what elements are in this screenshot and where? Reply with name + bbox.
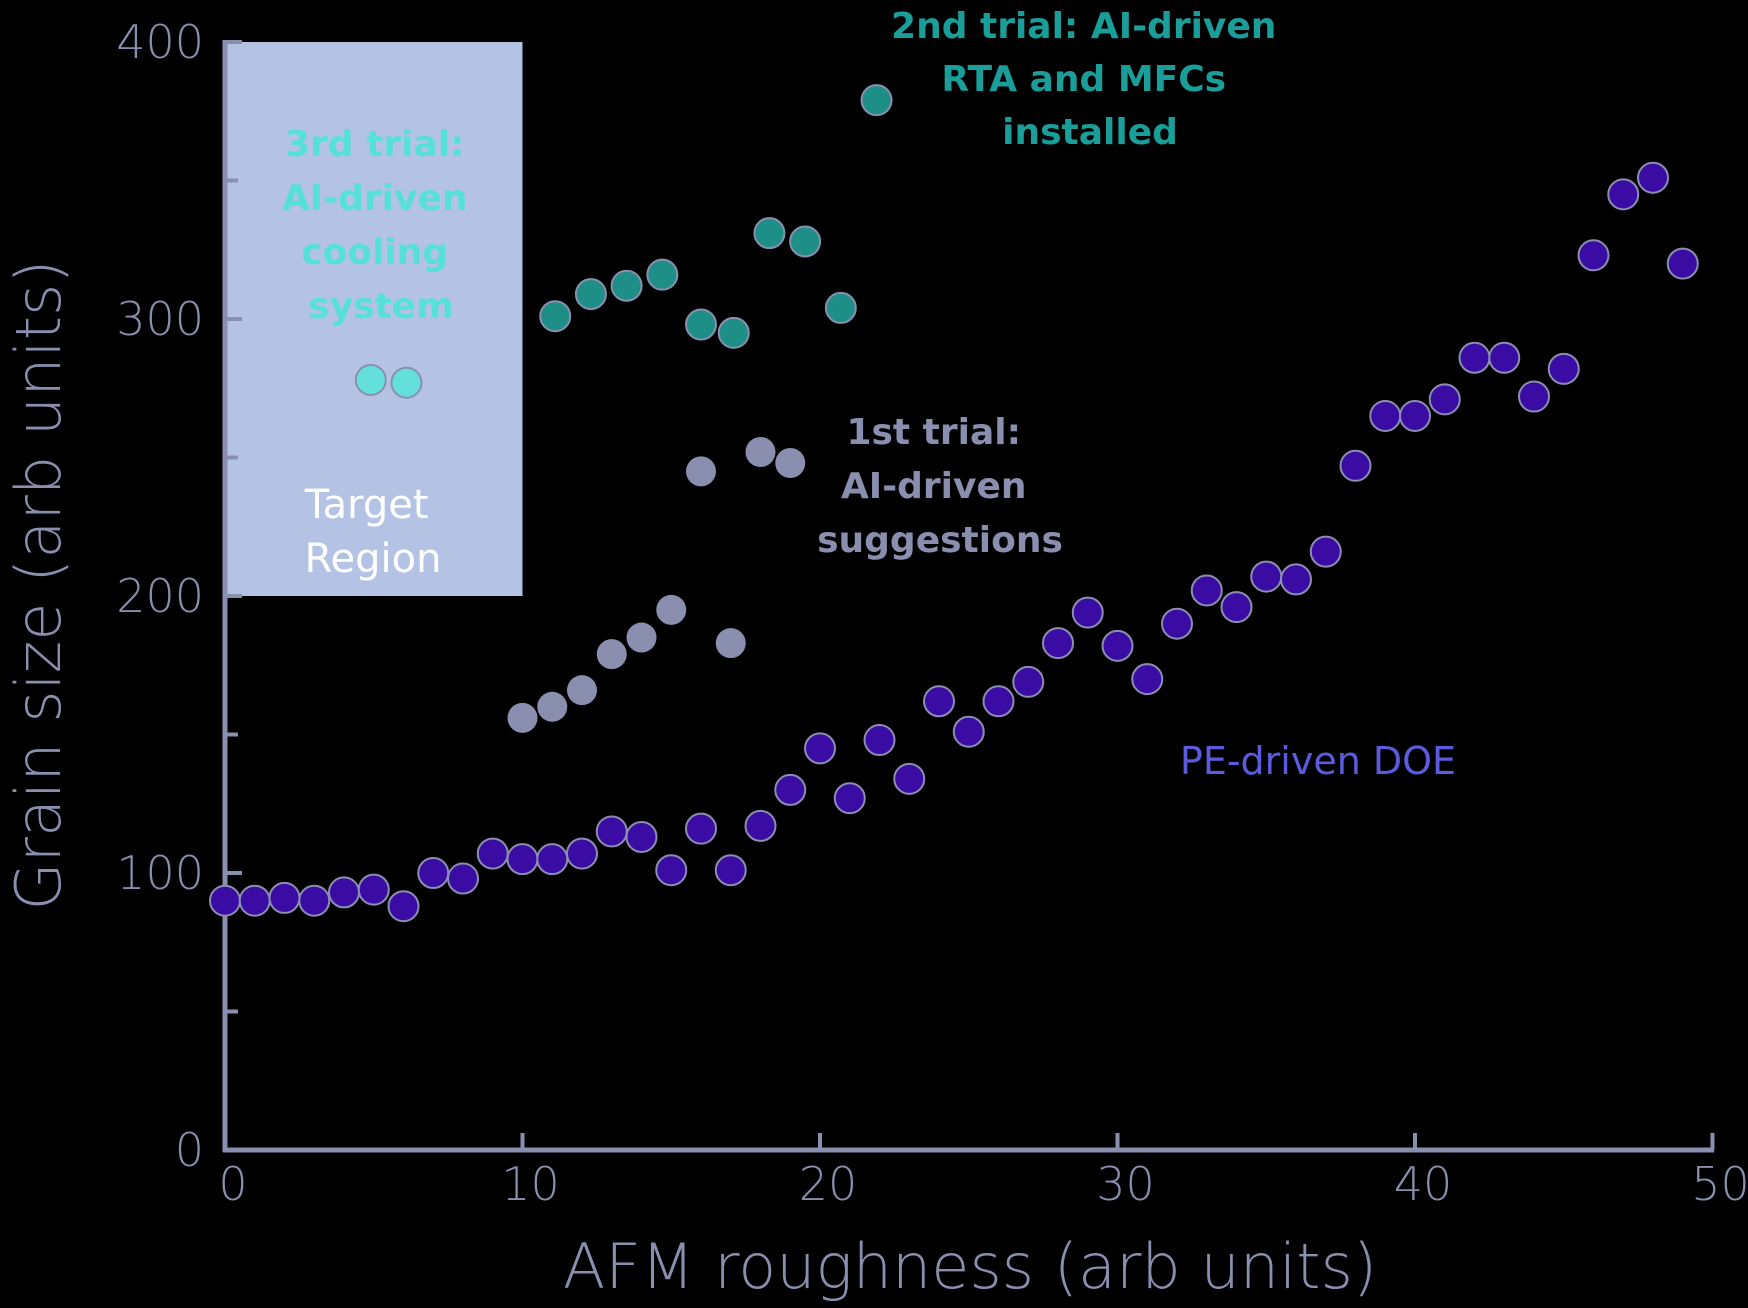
y-tick-label: 400 [116, 15, 204, 69]
y-tick-label: 300 [116, 292, 204, 346]
series-0 [209, 161, 1699, 923]
data-point [1607, 178, 1640, 211]
data-point [1250, 560, 1283, 593]
data-point [1101, 629, 1134, 662]
data-point [238, 884, 271, 917]
data-point [447, 862, 479, 895]
data-point [626, 622, 657, 653]
x-tick-label: 20 [799, 1157, 858, 1211]
data-point [952, 715, 985, 748]
data-point [536, 843, 569, 876]
data-point [1071, 596, 1104, 629]
x-tick-label: 10 [501, 1157, 560, 1211]
data-point [1131, 663, 1164, 696]
data-point [1577, 239, 1610, 272]
data-point [863, 724, 896, 757]
data-point [656, 594, 687, 625]
data-point [387, 890, 420, 923]
data-point [1339, 449, 1372, 482]
x-tick-label: 0 [218, 1157, 247, 1211]
data-point [804, 732, 836, 765]
data-point [1012, 665, 1045, 698]
data-point [625, 820, 658, 853]
data-point [537, 691, 568, 722]
series-2 [539, 84, 893, 349]
data-point [1161, 607, 1193, 640]
data-point [685, 812, 717, 845]
data-point [357, 873, 390, 906]
data-point [1547, 352, 1580, 385]
y-axis: 0 100 200 300 400 [116, 15, 242, 1177]
data-point [714, 854, 747, 887]
data-point [595, 815, 628, 848]
data-point [686, 456, 716, 487]
data-point [744, 809, 777, 842]
data-point [1458, 341, 1491, 374]
data-point [893, 762, 926, 795]
data-point [789, 225, 822, 258]
data-point [209, 884, 241, 917]
data-point [476, 837, 509, 870]
data-point [982, 685, 1015, 718]
data-point [1428, 383, 1461, 416]
data-point [268, 881, 301, 914]
data-point [1637, 161, 1669, 194]
data-point [646, 258, 679, 291]
data-point [354, 363, 387, 396]
y-tick-label: 0 [175, 1123, 204, 1177]
data-point [298, 884, 331, 917]
annotation-pe-driven-doe: PE-driven DOE [1180, 739, 1456, 783]
x-tick-label: 50 [1691, 1157, 1748, 1211]
data-point [390, 366, 423, 399]
data-point [566, 837, 598, 870]
data-point [774, 773, 807, 806]
data-point [1309, 535, 1342, 568]
series-3 [354, 363, 423, 399]
data-point [717, 316, 750, 349]
x-axis-title: AFM roughness (arb units) [563, 1230, 1377, 1303]
data-point [775, 448, 806, 479]
data-point [574, 278, 607, 311]
data-point [745, 436, 776, 467]
x-axis: 0 10 20 30 40 50 [218, 1133, 1748, 1211]
data-point [923, 685, 955, 718]
data-point [753, 217, 786, 250]
data-point [328, 876, 360, 909]
data-point [685, 308, 717, 341]
data-point [1399, 399, 1431, 432]
y-axis-title: Grain size (arb units) [2, 259, 75, 910]
data-point [833, 782, 866, 815]
data-point [507, 702, 538, 733]
x-tick-label: 30 [1096, 1157, 1155, 1211]
data-point [824, 291, 857, 324]
x-tick-label: 40 [1394, 1157, 1453, 1211]
data-point [1280, 563, 1312, 596]
data-point [567, 675, 597, 706]
y-tick-label: 100 [116, 846, 204, 900]
data-point [610, 269, 643, 302]
y-tick-label: 200 [116, 569, 204, 623]
data-points [209, 84, 1699, 923]
target-region [227, 42, 523, 596]
annotation-1st-trial: 1st trial: AI-driven suggestions [817, 412, 1063, 561]
annotation-3rd-trial: 3rd trial: AI-driven cooling system [282, 124, 480, 327]
data-point [1518, 380, 1550, 413]
data-point [1488, 341, 1521, 374]
data-point [860, 84, 893, 117]
data-point [417, 857, 450, 889]
data-point [1190, 574, 1223, 607]
data-point [1666, 247, 1699, 280]
data-point [596, 639, 627, 670]
annotation-target-region: Target Region [304, 482, 442, 582]
data-point [655, 854, 688, 887]
annotation-2nd-trial: 2nd trial: AI-driven RTA and MFCs instal… [891, 6, 1289, 153]
data-point [506, 843, 539, 876]
data-point [715, 628, 746, 659]
data-point [1220, 591, 1253, 624]
data-point [539, 300, 572, 333]
series-1 [507, 436, 806, 733]
data-point [1042, 627, 1074, 660]
data-point [1369, 399, 1402, 432]
